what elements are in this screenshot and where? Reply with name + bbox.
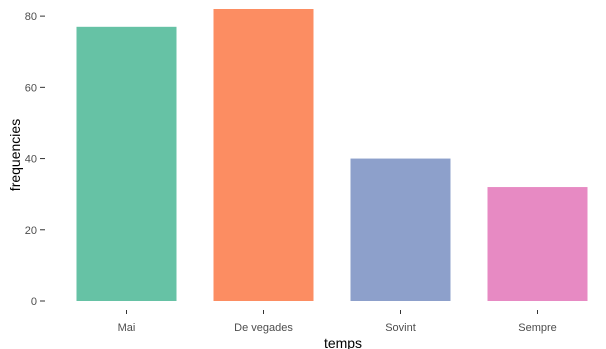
bar-sovint [350,158,451,301]
bars [76,9,588,302]
y-tick-label: 80 [25,11,37,23]
y-axis: 0 20 40 60 80 [25,11,45,308]
y-tick-label: 60 [25,82,37,94]
y-axis-title: frequencies [7,119,23,191]
x-axis: Mai De vegades Sovint Sempre [118,310,557,334]
bar-mai [76,26,177,302]
x-tick-label: Sempre [518,322,557,334]
bar-de-vegades [213,9,314,301]
y-tick-label: 20 [25,225,37,237]
x-axis-title: temps [324,335,362,349]
x-tick-label: De vegades [234,322,293,334]
x-tick-label: Sovint [385,322,416,334]
y-tick-label: 40 [25,154,37,166]
bar-sempre [487,187,588,301]
y-tick-label: 0 [31,296,37,308]
x-tick-label: Mai [118,322,136,334]
